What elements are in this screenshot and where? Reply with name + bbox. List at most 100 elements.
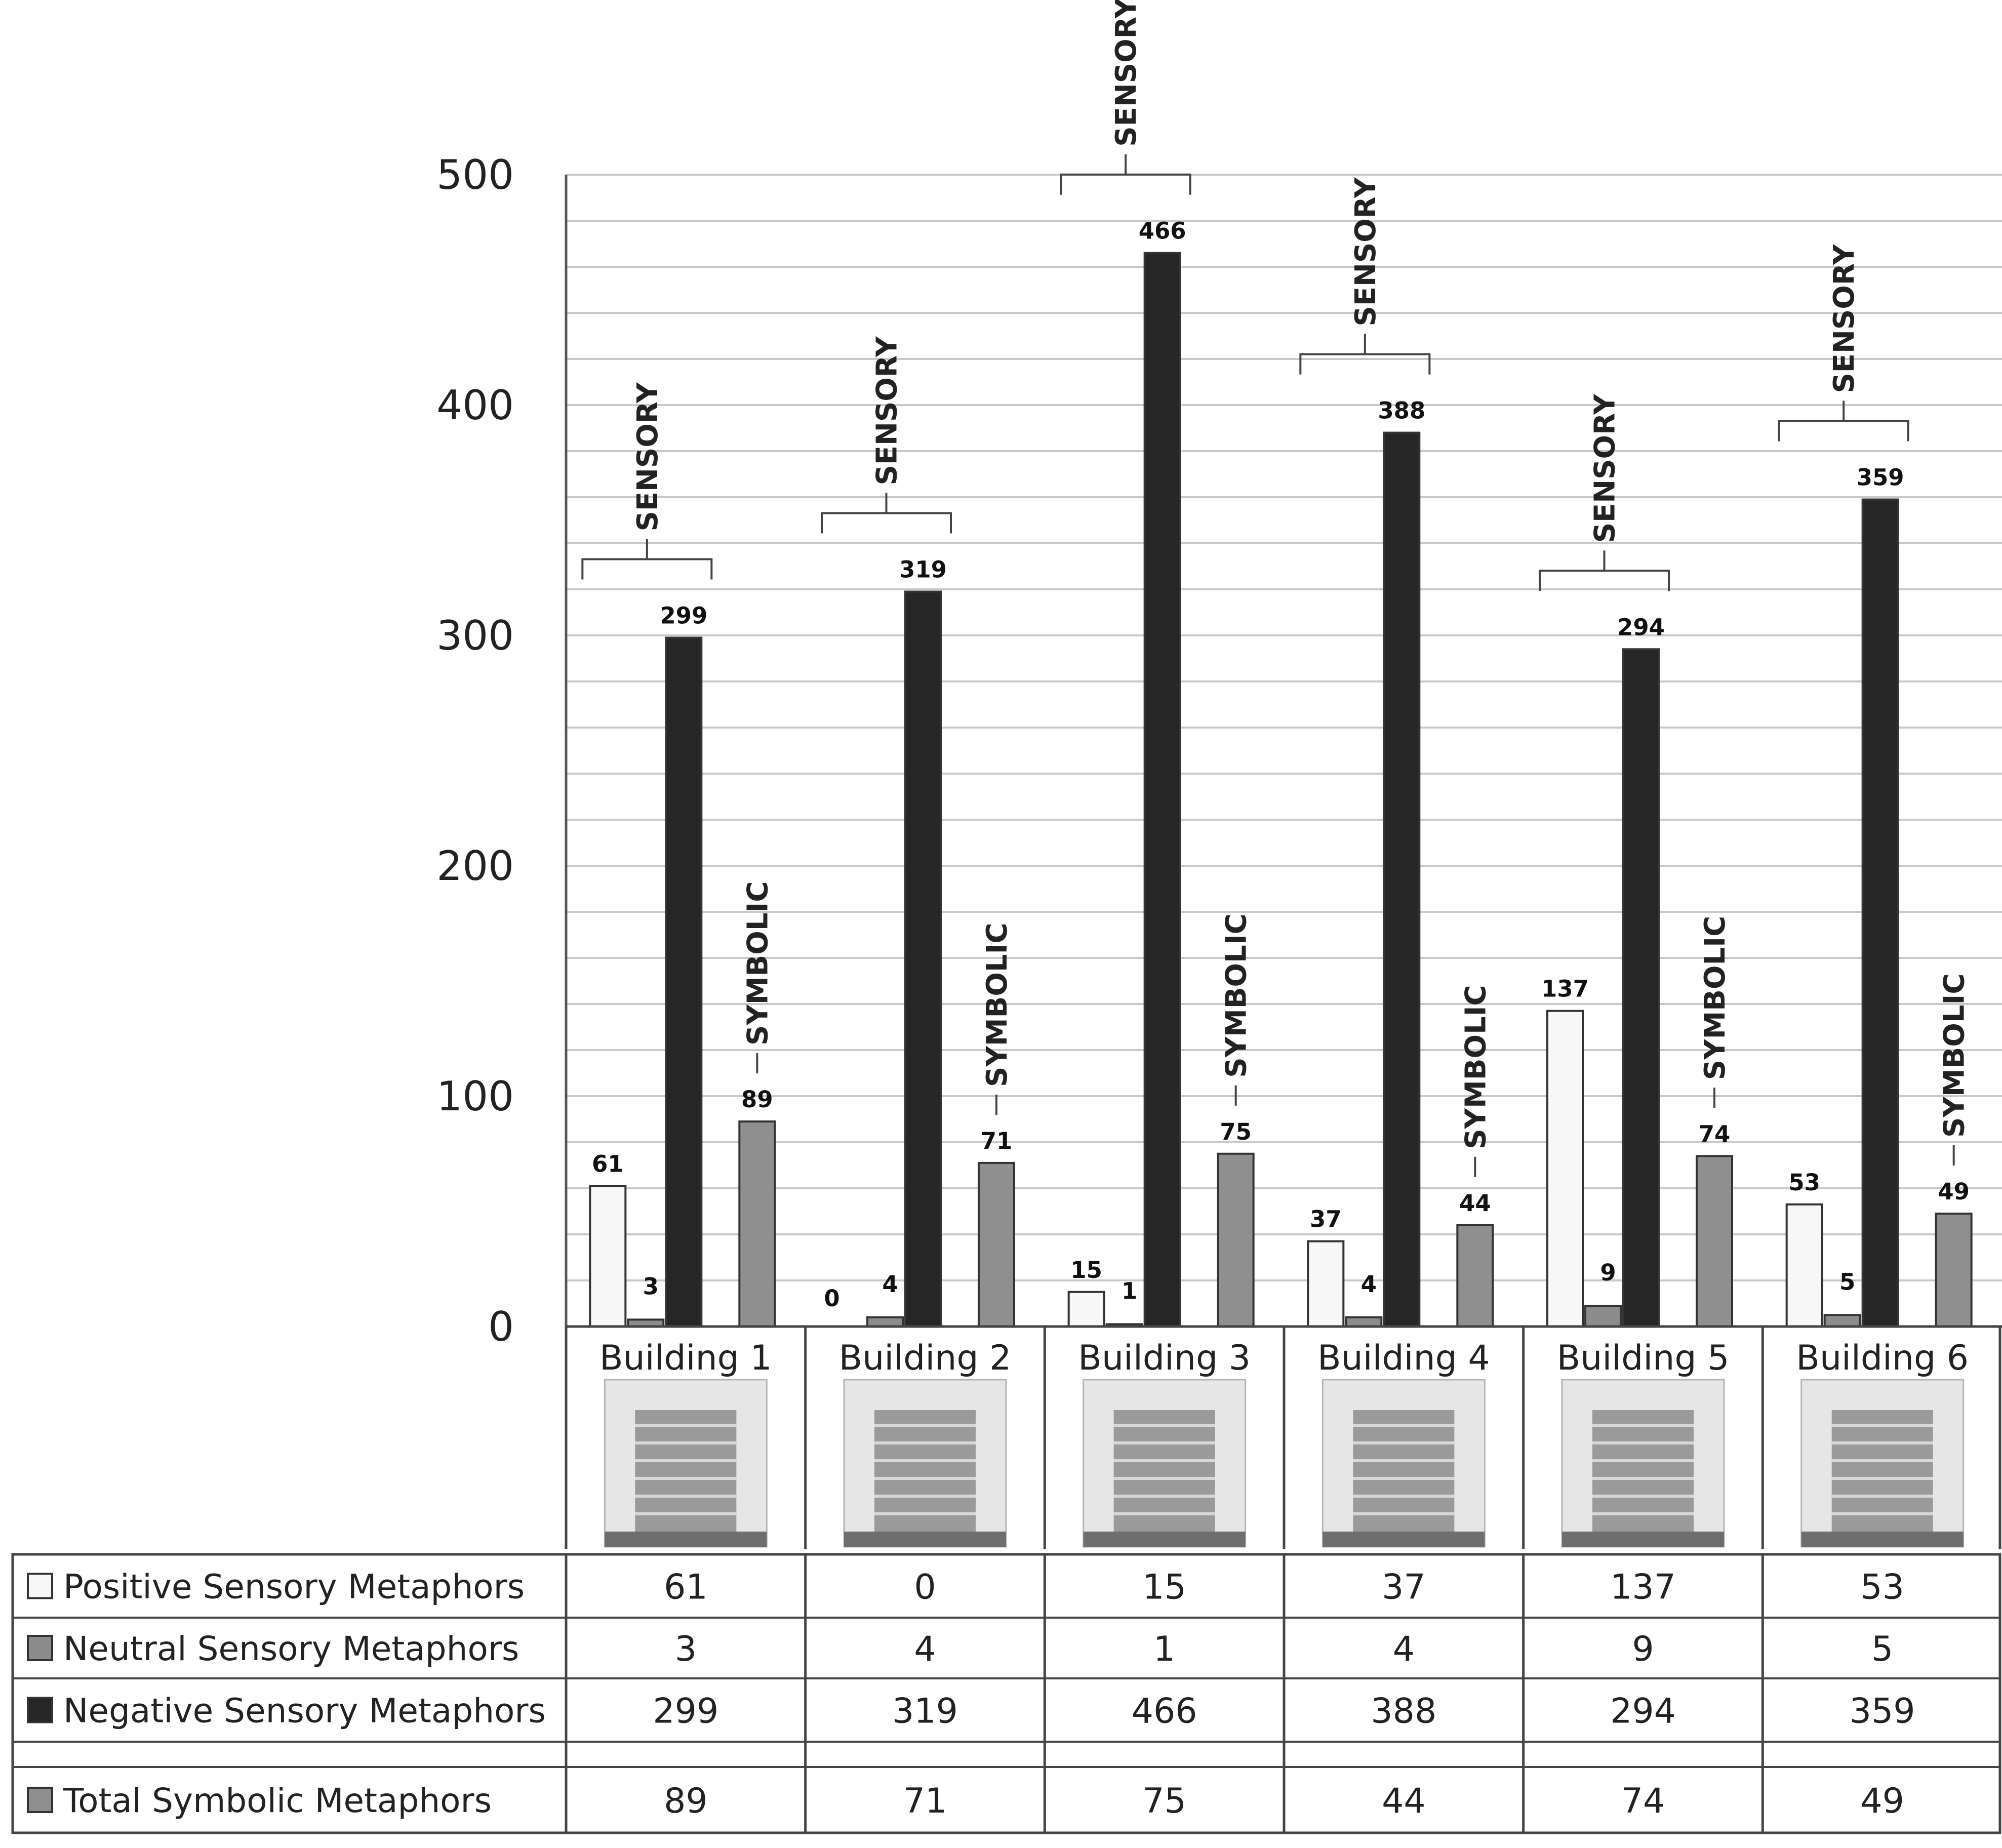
data-label: 61 — [592, 1150, 624, 1177]
bar — [1622, 648, 1660, 1328]
data-label: 137 — [1541, 976, 1589, 1002]
category-label: Building 3 — [1078, 1338, 1251, 1378]
table-cell: 75 — [1142, 1781, 1186, 1821]
bar — [1935, 1213, 1973, 1328]
bar — [1785, 1203, 1823, 1328]
table-cell: 4 — [1393, 1629, 1415, 1669]
table-cell: 37 — [1382, 1568, 1426, 1608]
data-label: 9 — [1600, 1259, 1616, 1286]
building-ground — [1083, 1532, 1246, 1547]
data-label: 15 — [1070, 1257, 1102, 1283]
legend-swatch — [27, 1635, 53, 1661]
data-label: 89 — [741, 1086, 773, 1113]
data-label: 466 — [1139, 218, 1186, 245]
category-label: Building 2 — [839, 1338, 1012, 1378]
building-ground — [1801, 1532, 1964, 1547]
table-cell: 4 — [914, 1629, 936, 1669]
y-tick-label: 0 — [488, 1303, 514, 1350]
data-label: 3 — [643, 1273, 659, 1300]
table-cell: 388 — [1371, 1692, 1436, 1732]
bar — [978, 1161, 1015, 1328]
bar — [904, 590, 942, 1328]
bar — [589, 1185, 627, 1328]
data-label: 4 — [1361, 1271, 1377, 1298]
table-cell: 319 — [892, 1692, 958, 1732]
table-cell: 53 — [1860, 1568, 1904, 1608]
building-shape — [1592, 1410, 1694, 1532]
symbolic-annotation: SYMBOLIC — [741, 881, 774, 1046]
symbolic-annotation: SYMBOLIC — [1938, 974, 1971, 1138]
bar — [1584, 1305, 1622, 1328]
data-label: 37 — [1310, 1206, 1342, 1233]
y-tick-label: 300 — [436, 612, 514, 659]
bar — [1217, 1152, 1255, 1328]
table-cell: 15 — [1142, 1568, 1186, 1608]
legend-swatch — [27, 1573, 53, 1599]
building-ground — [1323, 1532, 1485, 1547]
bar — [1546, 1010, 1584, 1328]
sensory-annotation: SENSORY — [871, 336, 904, 485]
bar — [1696, 1155, 1733, 1328]
bar — [866, 1316, 904, 1328]
bar — [1456, 1224, 1494, 1328]
building-ground — [1562, 1532, 1724, 1547]
y-tick-label: 400 — [436, 382, 514, 429]
table-cell: 49 — [1860, 1781, 1904, 1821]
data-label: 74 — [1699, 1120, 1731, 1147]
table-cell: 74 — [1621, 1781, 1665, 1821]
building-shape — [1353, 1410, 1455, 1532]
building-shape — [1831, 1410, 1933, 1532]
sensory-annotation: SENSORY — [1349, 177, 1382, 326]
table-row-label: Negative Sensory Metaphors — [63, 1692, 546, 1731]
bar — [1143, 252, 1181, 1328]
symbolic-annotation: SYMBOLIC — [981, 922, 1014, 1087]
data-label: 359 — [1857, 464, 1904, 491]
bar — [1383, 431, 1421, 1328]
y-tick-label: 500 — [436, 151, 514, 198]
table-cell: 359 — [1850, 1692, 1915, 1732]
data-label: 1 — [1122, 1277, 1137, 1304]
table-cell: 5 — [1871, 1629, 1893, 1669]
data-label: 75 — [1220, 1118, 1252, 1145]
building-shape — [635, 1410, 737, 1532]
table-cell: 89 — [664, 1781, 708, 1821]
bar — [665, 636, 703, 1328]
bar — [1307, 1240, 1345, 1328]
bar — [1067, 1291, 1105, 1328]
data-label: 4 — [882, 1271, 898, 1298]
data-label: 319 — [899, 556, 947, 583]
table-cell: 299 — [653, 1692, 718, 1732]
table-cell: 0 — [914, 1568, 936, 1608]
legend-swatch — [27, 1697, 53, 1723]
bar — [1823, 1314, 1861, 1328]
building-shape — [874, 1410, 976, 1532]
sensory-bracket — [1539, 550, 1670, 591]
sensory-bracket — [821, 493, 952, 534]
table-row-label: Positive Sensory Metaphors — [63, 1568, 525, 1606]
table-cell: 294 — [1610, 1692, 1676, 1732]
building-ground — [844, 1532, 1006, 1547]
data-label: 0 — [824, 1285, 839, 1312]
sensory-bracket — [1778, 400, 1909, 441]
y-tick-label: 100 — [436, 1073, 514, 1120]
table-row-label: Total Symbolic Metaphors — [63, 1781, 492, 1820]
building-shape — [1113, 1410, 1215, 1532]
data-label: 5 — [1839, 1268, 1855, 1295]
y-tick-label: 200 — [436, 842, 514, 890]
sensory-bracket — [1060, 154, 1191, 195]
table-cell: 137 — [1610, 1568, 1676, 1608]
sensory-bracket — [1299, 334, 1431, 375]
sensory-bracket — [581, 539, 713, 580]
data-label: 294 — [1617, 614, 1665, 640]
sensory-annotation: SENSORY — [1828, 244, 1861, 393]
legend-swatch — [27, 1787, 53, 1813]
symbolic-annotation: SYMBOLIC — [1220, 913, 1253, 1078]
table-cell: 3 — [675, 1629, 697, 1669]
symbolic-annotation: SYMBOLIC — [1459, 985, 1492, 1149]
data-label: 53 — [1788, 1169, 1820, 1196]
category-label: Building 6 — [1796, 1338, 1969, 1378]
table-cell: 466 — [1132, 1692, 1197, 1732]
table-cell: 71 — [903, 1781, 947, 1821]
